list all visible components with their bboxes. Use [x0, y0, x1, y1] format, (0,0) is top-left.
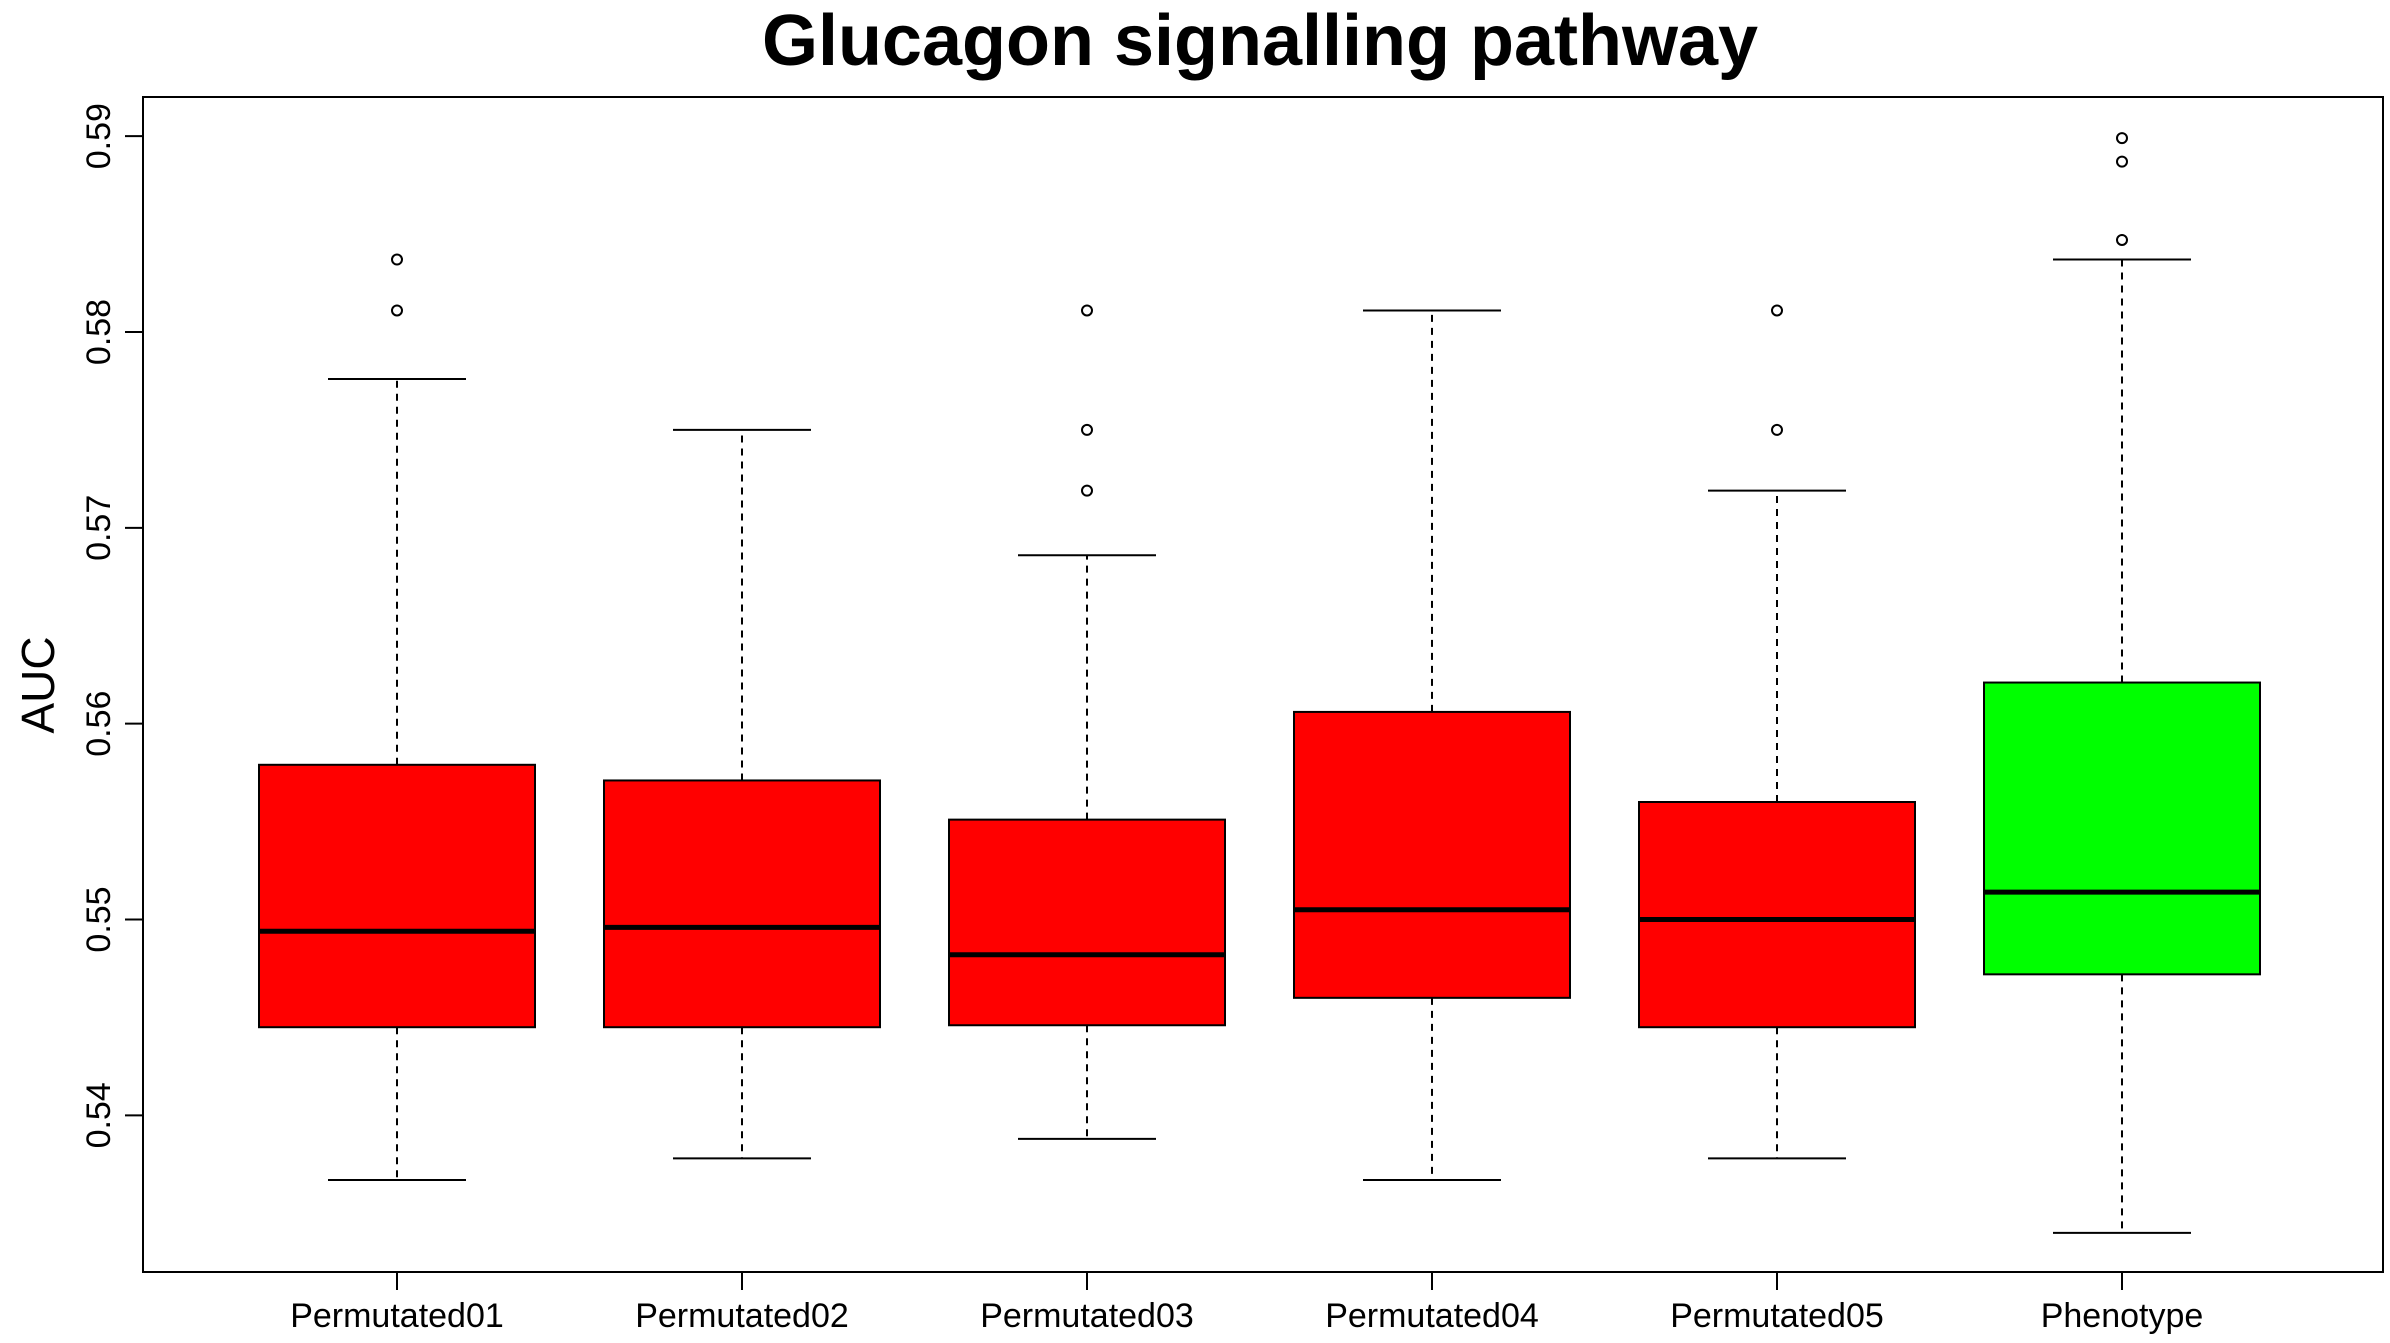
- x-axis: Permutated01 Permutated02 Permutated03 Perm…: [290, 1272, 2203, 1335]
- iqr-box: [1638, 801, 1916, 1029]
- y-tick-label: 0.58: [80, 299, 118, 365]
- y-axis: 0.54 0.55 0.56 0.57 0.58 0.59: [80, 103, 143, 1148]
- outlier-point: [2116, 233, 2128, 246]
- iqr-box: [258, 763, 536, 1029]
- box-permutated02: [603, 428, 881, 1160]
- x-tick-label: Permutated04: [1325, 1297, 1539, 1335]
- x-tick-label: Permutated03: [980, 1297, 1194, 1335]
- y-tick-label: 0.56: [80, 691, 118, 757]
- chart-title: Glucagon signalling pathway: [762, 1, 1758, 81]
- iqr-box: [603, 779, 881, 1029]
- box-permutated01: [258, 253, 536, 1181]
- box-series: [258, 132, 2261, 1234]
- iqr-box: [1293, 710, 1571, 999]
- x-tick-label: Permutated01: [290, 1297, 504, 1335]
- plot-frame: [142, 96, 2384, 1273]
- y-tick-label: 0.54: [80, 1082, 118, 1148]
- iqr-box: [1983, 681, 2261, 976]
- outlier-point: [1081, 304, 1093, 317]
- y-axis-label: AUC: [12, 636, 64, 733]
- box-permutated03: [948, 304, 1226, 1140]
- box-permutated05: [1638, 304, 1916, 1160]
- outlier-point: [2116, 132, 2128, 145]
- outlier-point: [1081, 423, 1093, 436]
- x-tick-label: Permutated05: [1670, 1297, 1884, 1335]
- box-permutated04: [1293, 309, 1571, 1181]
- outlier-point: [391, 304, 403, 317]
- outlier-point: [391, 253, 403, 266]
- box-phenotype: [1983, 132, 2261, 1234]
- outlier-point: [2116, 155, 2128, 168]
- y-tick-label: 0.55: [80, 886, 118, 952]
- outlier-point: [1081, 484, 1093, 497]
- y-tick-label: 0.59: [80, 103, 118, 169]
- outlier-point: [1771, 423, 1783, 436]
- iqr-box: [948, 818, 1226, 1027]
- y-tick-label: 0.57: [80, 495, 118, 561]
- x-tick-label: Permutated02: [635, 1297, 849, 1335]
- x-tick-label: Phenotype: [2041, 1297, 2204, 1335]
- outlier-point: [1771, 304, 1783, 317]
